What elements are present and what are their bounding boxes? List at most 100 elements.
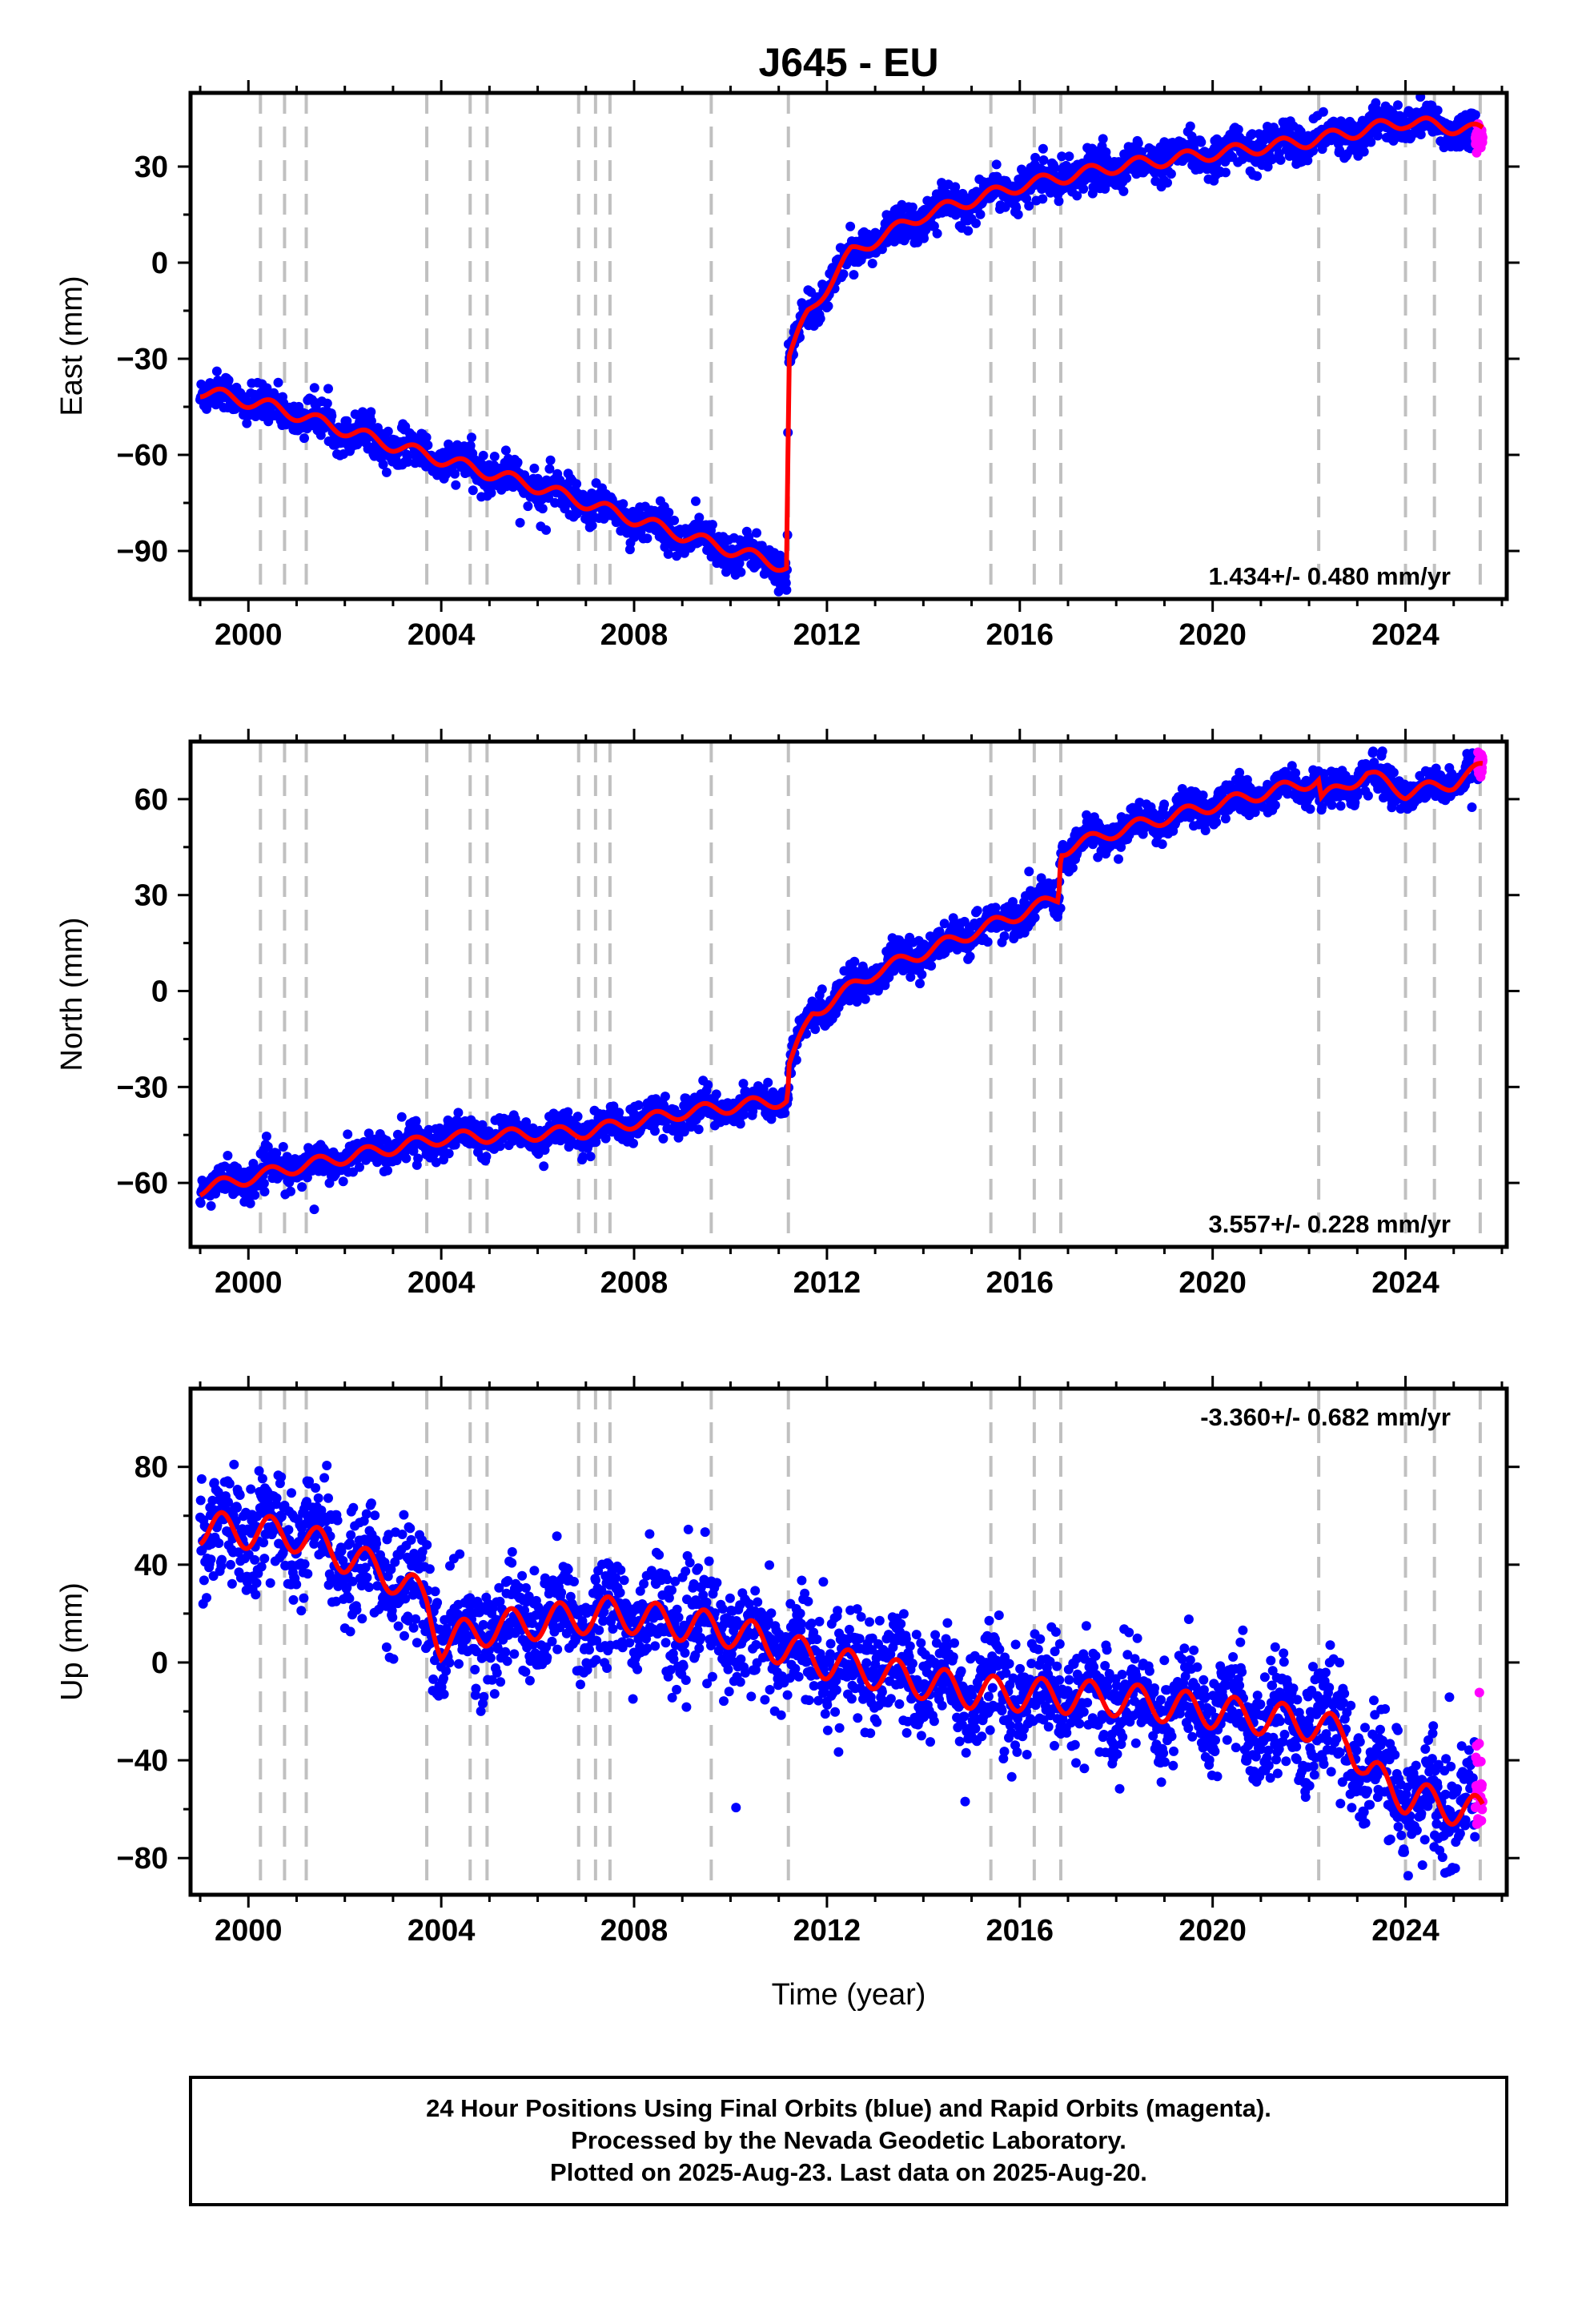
data-point [587, 521, 597, 531]
data-point [618, 499, 628, 509]
data-point [297, 1182, 307, 1192]
data-point [223, 375, 234, 385]
data-point [919, 233, 929, 243]
data-point [1359, 147, 1369, 157]
x-tick-label: 2020 [1178, 618, 1247, 652]
data-point [950, 182, 961, 192]
data-point [1036, 873, 1046, 883]
data-point [378, 460, 388, 469]
data-point [211, 366, 222, 376]
data-point [350, 409, 360, 420]
data-point [628, 1138, 638, 1148]
data-point [413, 1153, 424, 1164]
east-panel: 2000 2004 2008 2012 2016 2020 2024−90−60−30030… [55, 80, 1520, 652]
data-point [1064, 151, 1074, 162]
data-point [757, 541, 767, 551]
data-point [1116, 842, 1126, 852]
data-point [585, 1152, 596, 1162]
data-point [823, 301, 833, 312]
data-point [736, 567, 746, 577]
data-point [338, 1176, 348, 1187]
data-point [600, 1133, 611, 1144]
data-point [915, 979, 925, 989]
data-point [1013, 209, 1023, 219]
data-point [1038, 194, 1048, 204]
data-point [343, 1129, 353, 1140]
data-point [539, 1161, 549, 1172]
final-orbit-points [195, 93, 1480, 597]
data-point [381, 467, 391, 477]
data-point [271, 1148, 282, 1158]
data-point [366, 416, 376, 426]
data-point [263, 1141, 273, 1152]
data-point [975, 209, 986, 219]
data-point [396, 1112, 407, 1122]
data-point [1185, 121, 1195, 131]
y-tick-label: −90 [117, 535, 168, 569]
data-point [660, 1092, 670, 1102]
data-point [478, 450, 488, 460]
data-point [1082, 810, 1092, 820]
data-point [1432, 105, 1443, 115]
data-point [867, 259, 877, 268]
data-point [423, 440, 433, 450]
data-point [1303, 155, 1313, 166]
data-point [444, 1148, 454, 1159]
data-point [1067, 862, 1078, 873]
data-point [748, 1106, 758, 1116]
data-point [1050, 163, 1060, 173]
data-point [860, 994, 870, 1004]
data-point [817, 984, 827, 995]
data-point [982, 937, 993, 947]
x-tick-label: 2024 [1371, 618, 1439, 652]
data-point [1024, 866, 1034, 877]
data-point [1055, 903, 1066, 914]
data-point [1114, 854, 1123, 864]
data-point [1220, 814, 1231, 824]
data-point [403, 456, 413, 467]
y-tick-label: 0 [151, 247, 168, 280]
data-point [735, 1119, 745, 1129]
data-point [658, 1133, 669, 1144]
north-panel: 2000 2004 2008 2012 2016 2020 2024−60−3003060N… [55, 729, 1520, 1300]
data-point [529, 463, 540, 473]
data-point [259, 1187, 270, 1196]
data-point [421, 432, 432, 443]
data-point [273, 377, 283, 388]
data-point [302, 1172, 312, 1183]
data-point [453, 1108, 464, 1118]
data-point [781, 585, 792, 595]
data-point [261, 1132, 271, 1141]
data-point [309, 383, 319, 393]
data-point [845, 221, 856, 231]
data-point [1162, 178, 1172, 188]
data-point [489, 452, 500, 461]
data-point [963, 226, 974, 236]
data-point [1166, 169, 1176, 179]
data-point [694, 513, 705, 523]
data-point [707, 520, 717, 530]
data-point [467, 432, 476, 443]
data-point [544, 464, 555, 474]
data-point [309, 1204, 319, 1215]
data-point [752, 528, 761, 538]
data-point [512, 457, 523, 468]
data-point [691, 496, 701, 506]
data-point [1133, 138, 1143, 148]
data-point [926, 961, 937, 971]
data-point [780, 1108, 790, 1118]
data-point [1072, 191, 1082, 201]
data-point [1118, 186, 1129, 196]
data-point [1078, 183, 1089, 194]
data-point [608, 1101, 619, 1112]
y-tick-label: −30 [117, 343, 168, 376]
data-point [319, 1166, 329, 1176]
data-point [1275, 155, 1286, 165]
x-tick-label: 2000 [215, 618, 283, 652]
data-point [323, 384, 333, 394]
data-point [537, 504, 548, 514]
data-point [545, 455, 556, 465]
data-point [1318, 107, 1328, 117]
data-point [322, 398, 332, 408]
